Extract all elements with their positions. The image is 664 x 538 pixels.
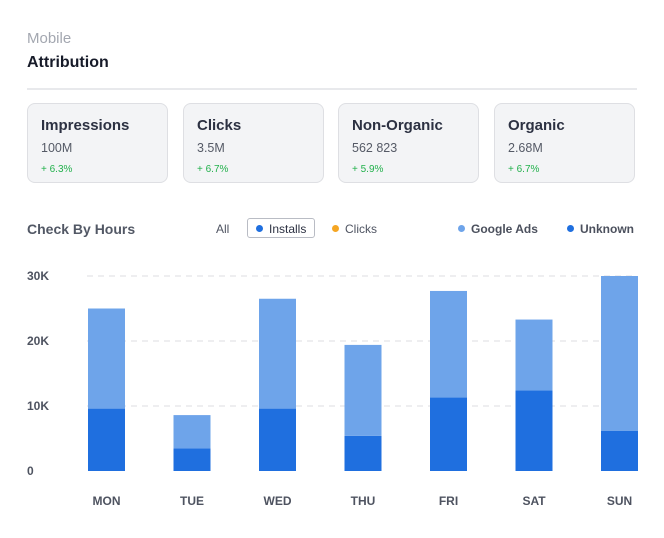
installs-dot-icon: [256, 225, 263, 233]
x-tick-label: TUE: [180, 494, 204, 508]
filter-all-button[interactable]: All: [216, 222, 230, 236]
filter-installs-button[interactable]: Installs: [247, 218, 316, 238]
card-label: Non-Organic: [352, 117, 443, 134]
card-impressions[interactable]: Impressions 100M + 6.3%: [27, 103, 168, 183]
card-change: + 6.7%: [508, 164, 540, 175]
chart-title: Check By Hours: [27, 221, 136, 237]
y-tick-label: 20K: [27, 334, 49, 348]
page-title: Attribution: [27, 54, 109, 71]
chart-header: Check By Hours All Installs Clicks Googl…: [27, 218, 637, 240]
legend-unknown[interactable]: Unknown: [567, 218, 634, 240]
bar-unknown-thu[interactable]: [344, 435, 382, 471]
card-label: Organic: [508, 117, 565, 134]
x-tick-label: MON: [93, 494, 121, 508]
bar-google-ads-mon[interactable]: [88, 308, 125, 409]
bar-unknown-wed[interactable]: [259, 408, 296, 471]
unknown-dot-icon: [567, 225, 574, 233]
bar-unknown-mon[interactable]: [88, 408, 125, 471]
legend-unknown-label: Unknown: [580, 222, 634, 236]
card-non-organic[interactable]: Non-Organic 562 823 + 5.9%: [338, 103, 479, 183]
legend-google-ads[interactable]: Google Ads: [458, 218, 538, 240]
bar-unknown-sat[interactable]: [515, 390, 553, 471]
bar-unknown-sun[interactable]: [601, 430, 638, 471]
y-tick-label: 0: [27, 464, 34, 478]
stacked-bar-chart: 0 10K 20K 30K MON TUE WED THU FRI SAT SUN: [27, 269, 638, 508]
bar-google-ads-fri[interactable]: [430, 290, 467, 398]
x-tick-label: SAT: [522, 494, 546, 508]
clicks-dot-icon: [332, 225, 339, 233]
card-label: Impressions: [41, 117, 130, 134]
y-tick-label: 30K: [27, 269, 49, 283]
filter-clicks-button[interactable]: Clicks: [332, 218, 377, 240]
card-value: 562 823: [352, 141, 398, 155]
y-tick-label: 10K: [27, 399, 49, 413]
filter-installs-label: Installs: [269, 222, 307, 236]
card-label: Clicks: [197, 117, 242, 134]
x-tick-label: WED: [264, 494, 292, 508]
x-tick-label: FRI: [439, 494, 458, 508]
bar-unknown-fri[interactable]: [430, 397, 467, 471]
divider: [27, 88, 637, 90]
card-change: + 6.7%: [197, 164, 229, 175]
bar-unknown-tue[interactable]: [173, 448, 211, 471]
metric-cards: Impressions 100M + 6.3% Clicks 3.5M + 6.…: [27, 103, 637, 185]
card-change: + 5.9%: [352, 164, 384, 175]
bar-google-ads-thu[interactable]: [344, 344, 382, 436]
x-tick-label: THU: [351, 494, 376, 508]
bar-google-ads-tue[interactable]: [173, 415, 211, 449]
bar-google-ads-wed[interactable]: [259, 298, 296, 409]
card-value: 2.68M: [508, 141, 543, 155]
breadcrumb: Mobile: [27, 30, 72, 47]
filter-clicks-label: Clicks: [345, 222, 377, 236]
card-value: 3.5M: [197, 141, 225, 155]
legend-google-ads-label: Google Ads: [471, 222, 538, 236]
bar-google-ads-sun[interactable]: [601, 276, 638, 431]
card-value: 100M: [41, 141, 73, 155]
bar-google-ads-sat[interactable]: [515, 319, 553, 391]
card-organic[interactable]: Organic 2.68M + 6.7%: [494, 103, 635, 183]
x-tick-label: SUN: [607, 494, 632, 508]
google-ads-dot-icon: [458, 225, 465, 233]
card-change: + 6.3%: [41, 164, 73, 175]
card-clicks[interactable]: Clicks 3.5M + 6.7%: [183, 103, 324, 183]
